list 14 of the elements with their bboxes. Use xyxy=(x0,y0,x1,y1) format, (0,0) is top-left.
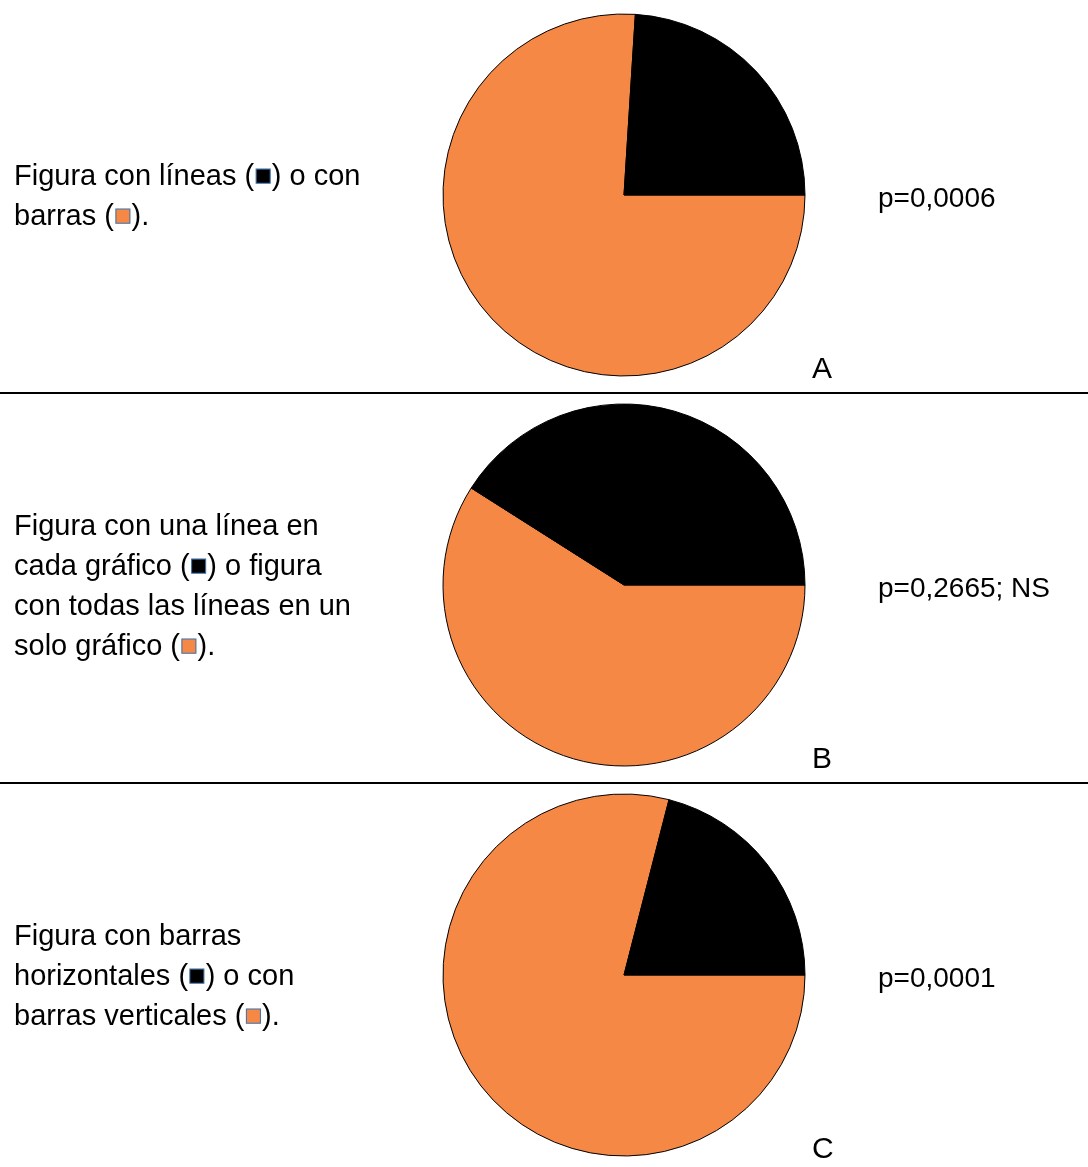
text: p=0,0006 xyxy=(878,181,996,215)
color-swatch: ■ xyxy=(189,549,208,581)
text: C xyxy=(812,1130,834,1166)
text: p=0,0001 xyxy=(878,961,996,995)
color-swatch: ■ xyxy=(254,159,272,191)
color-swatch: ■ xyxy=(180,629,198,661)
text: B xyxy=(812,740,833,776)
text: p=0,2665; NS xyxy=(878,571,1051,605)
pie-slice xyxy=(442,13,806,377)
color-swatch: ■ xyxy=(188,959,206,991)
color-swatch: ■ xyxy=(113,199,132,231)
pie-slice xyxy=(442,793,806,1157)
color-swatch: ■ xyxy=(244,999,262,1031)
text: A xyxy=(812,350,833,386)
